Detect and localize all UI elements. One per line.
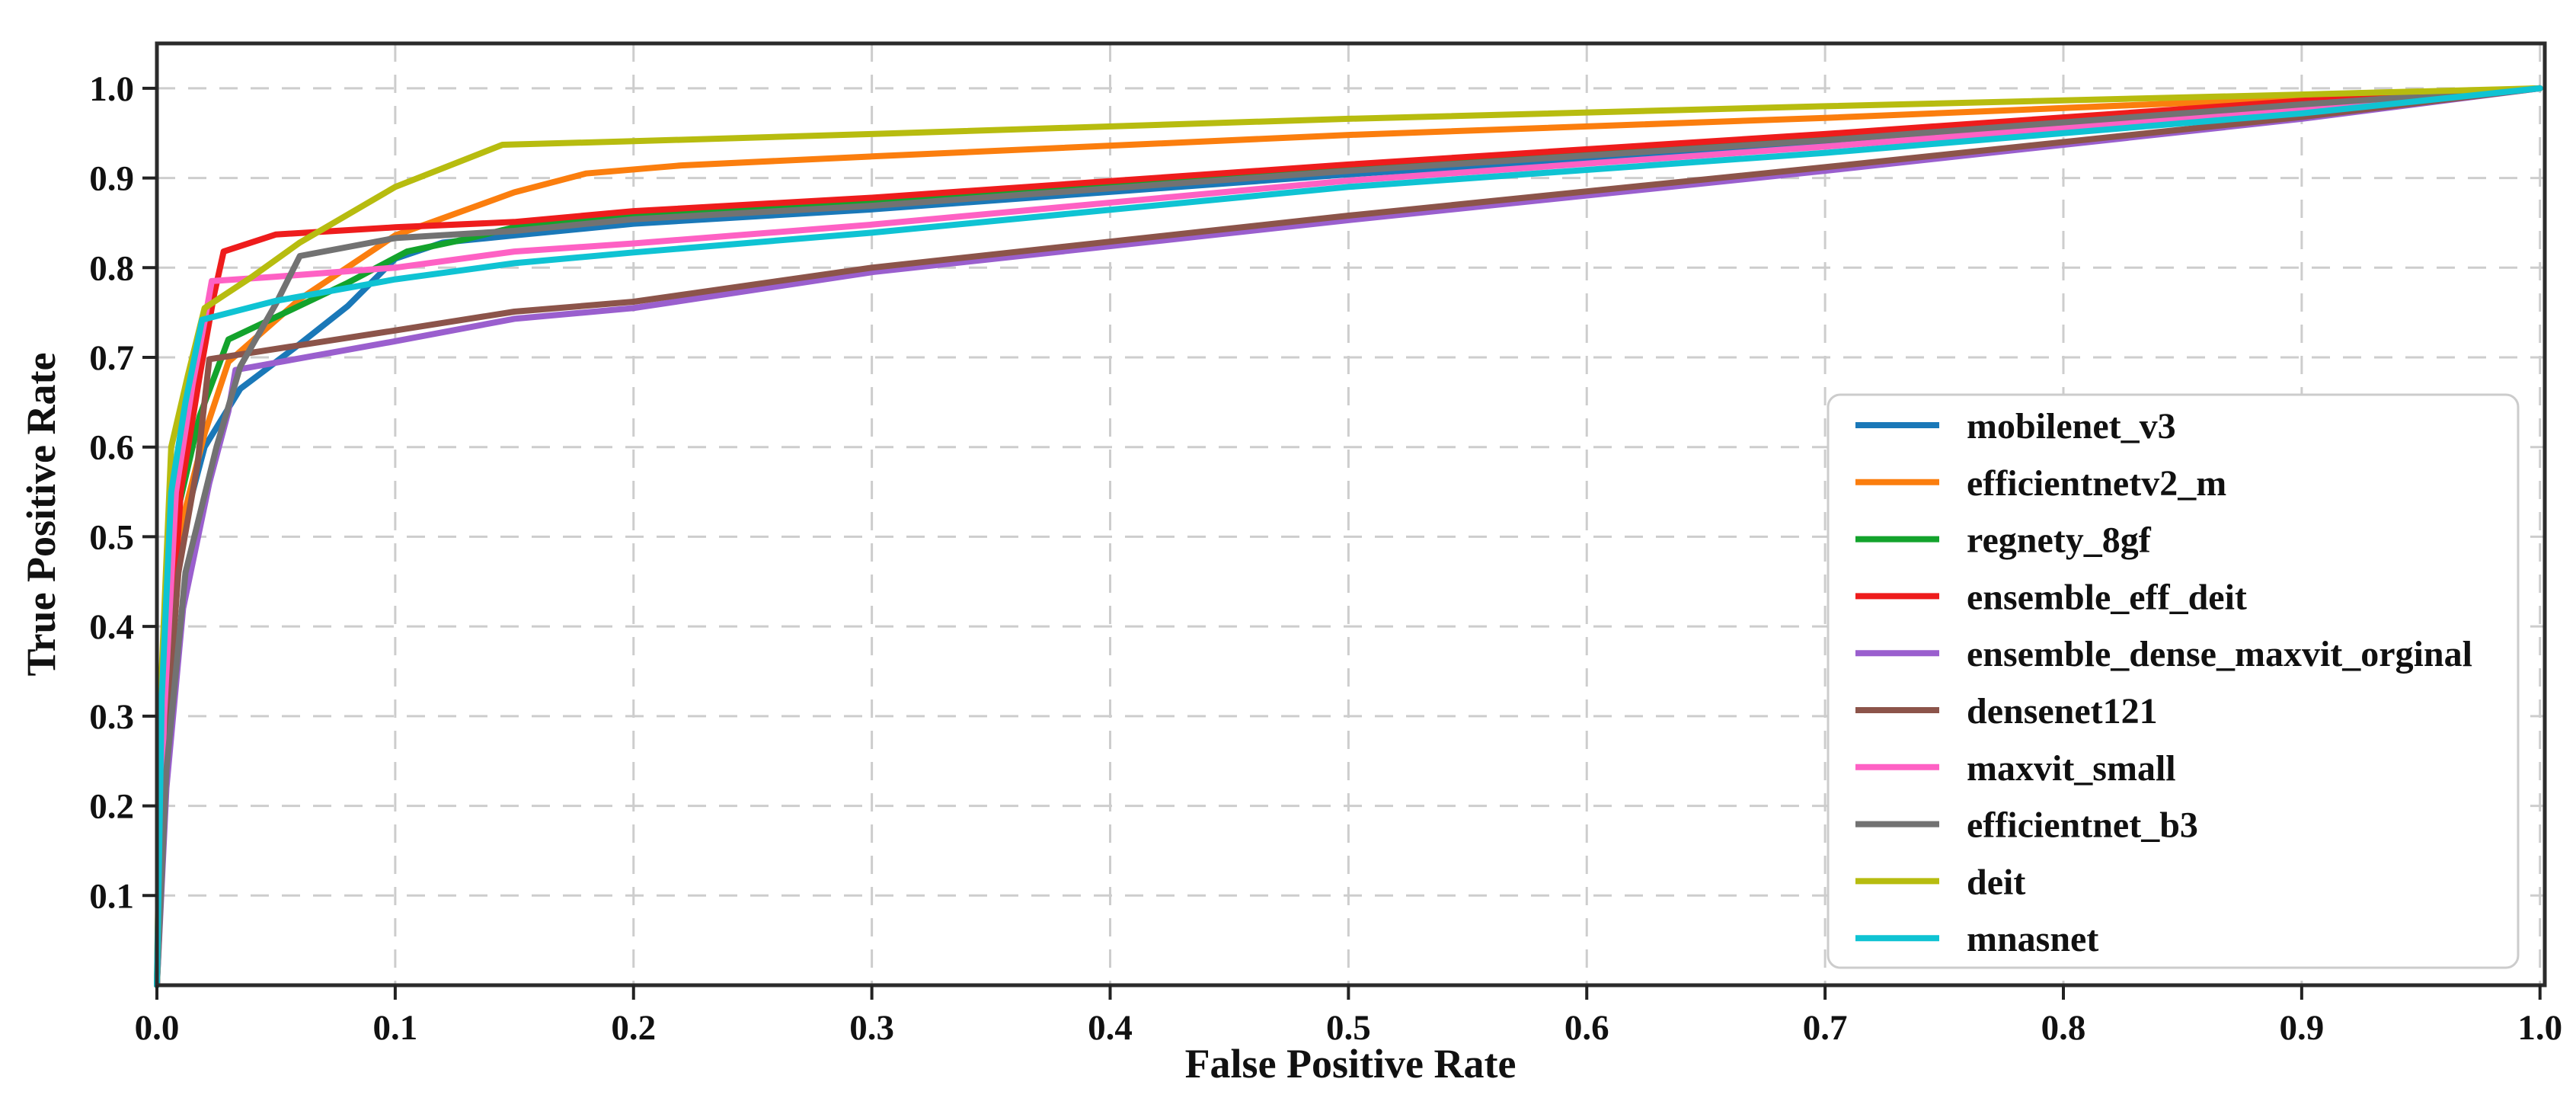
legend-item: maxvit_small: [1855, 748, 2176, 789]
legend-label-efficientnetv2_m: efficientnetv2_m: [1967, 463, 2226, 504]
x-tick-label: 0.7: [1803, 1008, 1848, 1048]
series-line-ensemble_dense_maxvit_orginal: [154, 85, 2543, 988]
axis-ticks: [142, 86, 2542, 1000]
legend-item: deit: [1855, 862, 2025, 902]
x-tick-label: 0.3: [849, 1008, 894, 1048]
legend-label-maxvit_small: maxvit_small: [1967, 748, 2176, 789]
x-tick-label: 0.8: [2041, 1008, 2086, 1048]
x-tick-label: 0.2: [611, 1008, 656, 1048]
x-tick-label: 1.0: [2517, 1008, 2562, 1048]
legend-label-ensemble_eff_deit: ensemble_eff_deit: [1967, 577, 2247, 617]
axis-tick-labels: 0.0 0.1 0.2 0.3 0.4 0.5 0.6 0.7 0.8 0.9 1.0 0.1 0.2 0…: [89, 69, 2562, 1048]
legend-item: mnasnet: [1855, 919, 2098, 959]
x-tick-label: 0.4: [1088, 1008, 1133, 1048]
legend-item: efficientnetv2_m: [1855, 463, 2226, 504]
series-line-efficientnet_b3: [154, 85, 2543, 988]
series-line-mnasnet: [154, 85, 2543, 988]
x-tick-label: 0.6: [1564, 1008, 1609, 1048]
legend-item: regnety_8gf: [1855, 520, 2152, 561]
y-tick-label: 0.3: [89, 697, 134, 737]
series-line-deit: [154, 85, 2543, 988]
y-tick-label: 0.4: [89, 607, 134, 647]
y-tick-label: 0.8: [89, 248, 134, 288]
x-axis-label: False Positive Rate: [1185, 1041, 1517, 1087]
legend-item: efficientnet_b3: [1855, 805, 2198, 846]
legend: mobilenet_v3 efficientnetv2_m regnety_8gfe…: [1827, 393, 2520, 969]
y-tick-label: 0.5: [89, 517, 134, 557]
series-line-ensemble_eff_deit: [154, 85, 2543, 988]
x-tick-label: 0.9: [2279, 1008, 2324, 1048]
y-tick-label: 0.1: [89, 876, 134, 916]
legend-label-deit: deit: [1967, 862, 2025, 902]
y-tick-label: 0.9: [89, 159, 134, 199]
legend-item: ensemble_eff_deit: [1855, 577, 2247, 617]
y-axis-label: True Positive Rate: [18, 353, 64, 677]
legend-label-efficientnet_b3: efficientnet_b3: [1967, 805, 2198, 846]
x-tick-label: 0.5: [1326, 1008, 1371, 1048]
legend-label-regnety_8gf: regnety_8gf: [1967, 520, 2152, 561]
x-tick-label: 0.0: [135, 1008, 180, 1048]
legend-item: mobilenet_v3: [1855, 406, 2176, 447]
series-line-densenet121: [154, 85, 2543, 988]
legend-item: ensemble_dense_maxvit_orginal: [1855, 634, 2472, 674]
x-tick-label: 0.1: [372, 1008, 417, 1048]
series-line-maxvit_small: [154, 85, 2543, 988]
legend-box: [1827, 393, 2520, 969]
y-tick-label: 0.6: [89, 428, 134, 468]
plot-border: [155, 41, 2547, 988]
legend-label-mnasnet: mnasnet: [1967, 919, 2098, 959]
legend-label-mobilenet_v3: mobilenet_v3: [1967, 406, 2176, 447]
series-line-efficientnetv2_m: [154, 85, 2543, 988]
y-tick-label: 1.0: [89, 69, 134, 109]
legend-item: densenet121: [1855, 691, 2158, 731]
y-tick-label: 0.2: [89, 787, 134, 827]
roc-curves: [154, 85, 2543, 988]
legend-label-ensemble_dense_maxvit_orginal: ensemble_dense_maxvit_orginal: [1967, 634, 2472, 674]
legend-label-densenet121: densenet121: [1967, 691, 2158, 731]
y-tick-label: 0.7: [89, 338, 134, 378]
